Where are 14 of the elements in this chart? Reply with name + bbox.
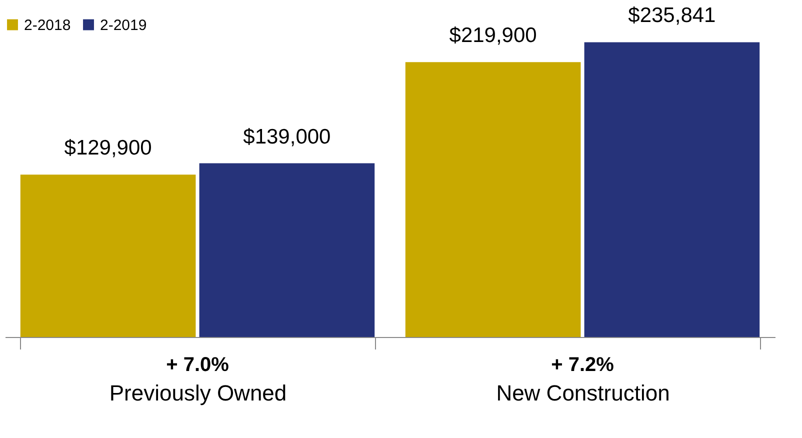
data-label: $235,841 [628, 4, 716, 28]
bar [199, 163, 375, 337]
legend-label: 2-2018 [24, 16, 71, 34]
bar [405, 62, 581, 337]
x-tick-label: New Construction [496, 380, 670, 406]
data-label: $219,900 [449, 24, 537, 48]
bar [584, 42, 760, 337]
legend-label: 2-2019 [100, 16, 147, 34]
text: + 7.0% [166, 354, 230, 376]
x-tick-label: Previously Owned [109, 380, 287, 406]
data-label: $129,900 [64, 136, 152, 160]
data-label: $139,000 [243, 125, 331, 148]
bar [20, 174, 196, 337]
text: + 7.2% [551, 354, 614, 376]
